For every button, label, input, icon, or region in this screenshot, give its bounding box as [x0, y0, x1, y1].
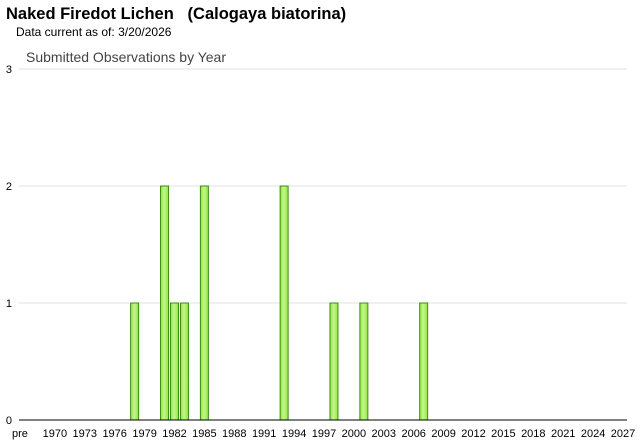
bar-1985	[199, 185, 209, 421]
x-tick-label: 2018	[521, 428, 545, 440]
bar-2007	[419, 302, 429, 421]
species-scientific-name: (Calogaya biatorina)	[187, 5, 347, 23]
page-title: Naked Firedot Lichen (Calogaya biatorina…	[6, 5, 346, 24]
y-tick-label: 3	[6, 64, 12, 76]
bar-1982	[169, 302, 179, 421]
x-tick-label: 2024	[581, 428, 605, 440]
as-of-label: Data current as of:	[16, 25, 115, 39]
x-tick-label: 1997	[312, 428, 336, 440]
bar-1993	[279, 185, 289, 421]
bar-1983	[179, 302, 189, 421]
x-tick-label: 1970	[43, 428, 67, 440]
x-tick-label: 1994	[282, 428, 306, 440]
x-tick-label: 1985	[192, 428, 216, 440]
x-tick-label: 2006	[401, 428, 425, 440]
x-tick-label: 2003	[372, 428, 396, 440]
species-common-name: Naked Firedot Lichen	[6, 5, 174, 23]
x-tick-label: 2015	[491, 428, 515, 440]
x-tick-label: 1973	[73, 428, 97, 440]
y-tick-label: 2	[6, 181, 12, 193]
x-tick-label: 1979	[132, 428, 156, 440]
y-tick-label: 1	[6, 298, 12, 310]
x-tick-label: 2009	[431, 428, 455, 440]
x-tick-label: 1991	[252, 428, 276, 440]
x-tick-label: 1988	[222, 428, 246, 440]
x-tick-label: 2000	[342, 428, 366, 440]
bar-2001	[359, 302, 369, 421]
bar-1998	[329, 302, 339, 421]
x-tick-label: 2012	[461, 428, 485, 440]
x-tick-label: 1976	[102, 428, 126, 440]
chart-title: Submitted Observations by Year	[26, 49, 227, 65]
bar-1981	[160, 185, 170, 421]
as-of-date: 3/20/2026	[118, 25, 172, 39]
bar-1978	[130, 302, 140, 421]
y-tick-label: 0	[6, 415, 12, 427]
x-tick-label: pre	[12, 428, 28, 440]
x-tick-label: 2021	[551, 428, 575, 440]
x-tick-label: 1982	[162, 428, 186, 440]
x-tick-label: 2027	[611, 428, 635, 440]
data-current-note: Data current as of: 3/20/2026	[16, 25, 171, 39]
